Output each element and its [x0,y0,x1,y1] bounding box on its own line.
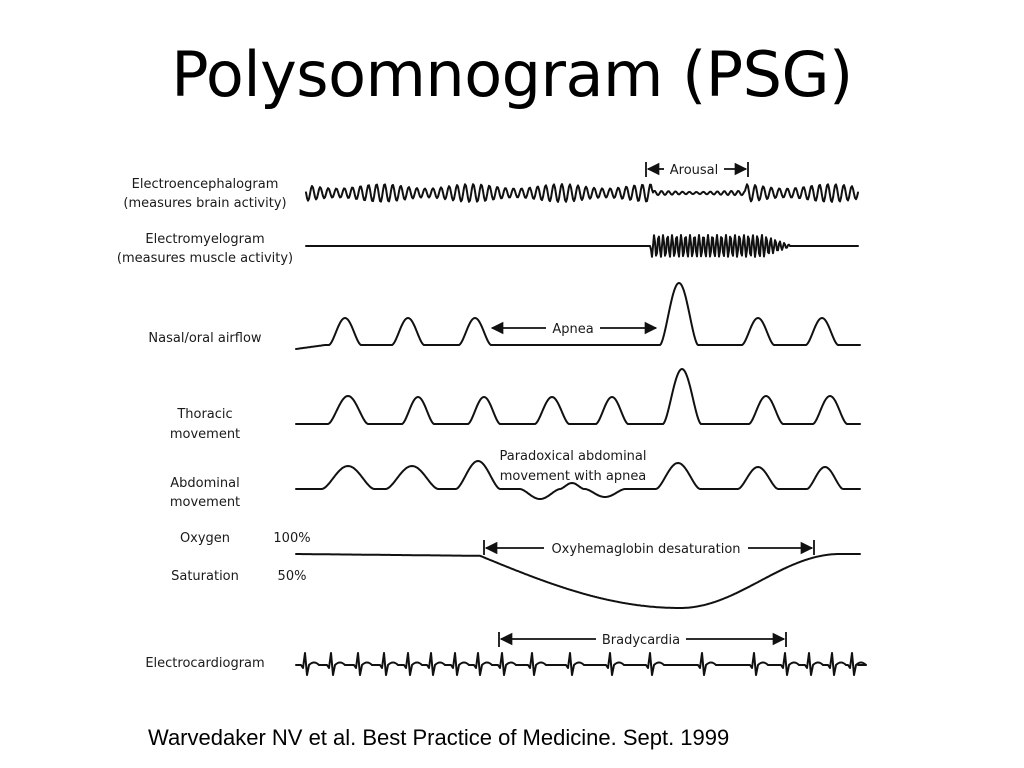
eeg-label: Electroencephalogram [132,177,279,192]
oxygen-level-100: 100% [273,531,310,546]
desaturation-label: Oxyhemaglobin desaturation [551,542,740,557]
oxygen-label: Oxygen [180,531,230,546]
bradycardia-label: Bradycardia [602,633,680,648]
saturation-label: Saturation [171,569,239,584]
ecg-label: Electrocardiogram [145,656,264,671]
abdominal-trace [295,460,861,500]
paradoxical-label-line1: Paradoxical abdominal [499,449,646,464]
apnea-label: Apnea [552,322,593,337]
slide-title: Polysomnogram (PSG) [171,38,853,111]
paradoxical-label-line2: movement with apnea [500,469,647,484]
abdominal-label-line2: movement [170,495,240,510]
thoracic-trace [295,368,861,425]
eeg-trace [305,183,859,203]
oxygen-level-50: 50% [278,569,307,584]
thoracic-label-line2: movement [170,427,240,442]
emg-trace [305,234,859,258]
emg-description: (measures muscle activity) [117,251,293,266]
eeg-description: (measures brain activity) [123,196,286,211]
airflow-label: Nasal/oral airflow [148,331,261,346]
arousal-label: Arousal [670,163,719,178]
airflow-trace [295,282,861,350]
ecg-trace [295,652,867,676]
oxygen-saturation-trace [295,553,861,609]
emg-label: Electromyelogram [145,232,264,247]
thoracic-label-line1: Thoracic [176,407,232,422]
citation: Warvedaker NV et al. Best Practice of Me… [148,725,730,750]
abdominal-label-line1: Abdominal [170,476,239,491]
